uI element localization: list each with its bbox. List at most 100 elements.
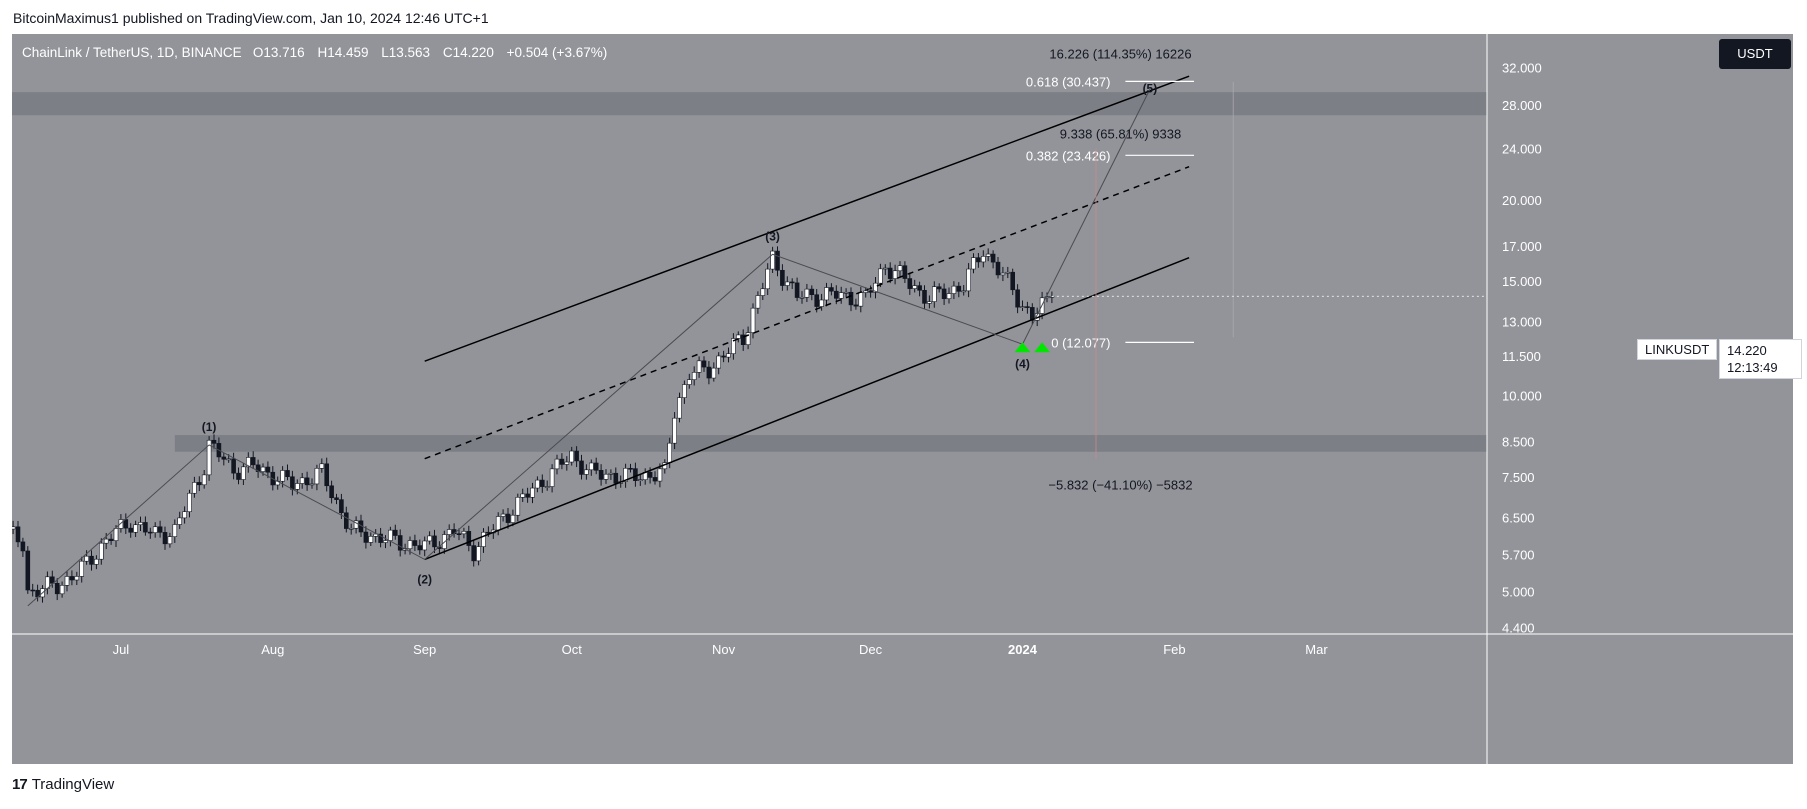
candle-body	[750, 307, 756, 333]
candle-body	[495, 516, 501, 531]
candle-body	[1000, 272, 1006, 276]
tradingview-logo[interactable]: 17 TradingView	[12, 776, 114, 793]
candle-body	[833, 290, 839, 299]
candle-body	[902, 265, 908, 279]
price-tick-label: 8.500	[1502, 435, 1535, 450]
candle-body	[49, 576, 55, 584]
candle-body	[15, 526, 21, 543]
candle-body	[535, 479, 540, 489]
close-label: C	[442, 45, 453, 60]
candle-body	[1020, 306, 1025, 308]
candle-body	[177, 517, 182, 525]
price-tick-label: 13.000	[1502, 315, 1542, 330]
open-value: 13.716	[263, 45, 305, 60]
candle-body	[990, 253, 996, 263]
candle-body	[907, 278, 913, 289]
candle-body	[152, 526, 158, 533]
candle-body	[148, 531, 153, 534]
candle-body	[59, 585, 65, 595]
candle-body	[133, 524, 138, 533]
price-tick-label: 17.000	[1502, 239, 1542, 254]
candle-body	[1025, 306, 1030, 308]
fib-level-label: 0.382 (23.426)	[1026, 148, 1111, 163]
candle-body	[118, 519, 124, 529]
price-tick-label: 7.500	[1502, 470, 1535, 485]
candle-body	[726, 353, 731, 358]
candle-body	[334, 497, 339, 500]
candle-body	[368, 536, 374, 543]
fib-level-label: 0.618 (30.437)	[1026, 74, 1111, 89]
candle-body	[868, 290, 873, 293]
time-tick-label: Mar	[1305, 642, 1328, 657]
candle-body	[887, 267, 893, 279]
candle-body	[167, 536, 173, 545]
candle-body	[824, 287, 829, 301]
candle-body	[143, 522, 148, 533]
candle-body	[961, 290, 967, 293]
candle-body	[809, 288, 815, 296]
price-tick-label: 24.000	[1502, 141, 1542, 156]
candle-body	[569, 450, 575, 463]
time-tick-label: Aug	[261, 642, 284, 657]
candle-body	[79, 560, 84, 577]
candle-body	[980, 256, 986, 263]
candle-body	[324, 463, 330, 487]
candle-body	[388, 529, 393, 541]
candle-body	[976, 257, 981, 263]
candle-body	[530, 487, 535, 498]
change-value: +0.504 (+3.67%)	[506, 45, 608, 60]
price-tick-label: 5.000	[1502, 584, 1535, 599]
candle-body	[711, 367, 717, 379]
wave-label: (3)	[765, 229, 780, 243]
candle-body	[985, 253, 991, 257]
candle-body	[392, 529, 398, 536]
candle-body	[770, 250, 775, 270]
symbol-info-bar: ChainLink / TetherUS, 1D, BINANCE O13.71…	[22, 45, 607, 60]
price-tick-label: 32.000	[1502, 60, 1542, 75]
candle-body	[54, 582, 60, 595]
wave-label: (5)	[1143, 81, 1158, 95]
candle-body	[858, 292, 864, 307]
candle-body	[966, 268, 971, 292]
candle-body	[917, 285, 922, 291]
resistance-zone	[12, 92, 1487, 116]
candle-body	[206, 439, 212, 476]
wave-label: (1)	[202, 420, 217, 434]
candle-body	[603, 473, 609, 480]
candle-body	[716, 355, 722, 369]
candle-body	[740, 334, 746, 345]
candle-body	[539, 479, 545, 487]
channel-lower-line	[424, 257, 1190, 561]
candle-body	[848, 291, 854, 306]
candle-body	[1005, 271, 1011, 274]
candle-body	[201, 474, 207, 486]
candle-body	[549, 468, 555, 487]
candle-body	[162, 532, 168, 545]
candle-body	[343, 512, 349, 529]
candle-body	[446, 529, 452, 535]
currency-button[interactable]: USDT	[1719, 39, 1791, 69]
candle-body	[348, 527, 354, 530]
candle-body	[657, 468, 663, 482]
candle-body	[1044, 296, 1050, 299]
candle-body	[892, 270, 898, 279]
open-label: O	[252, 45, 264, 60]
candle-body	[912, 285, 918, 289]
candle-body	[481, 531, 486, 547]
candle-body	[922, 289, 927, 304]
symbol-name: ChainLink / TetherUS, 1D, BINANCE	[22, 45, 242, 60]
last-price-tag: 14.220 12:13:49	[1719, 339, 1802, 379]
price-chart[interactable]: 32.000 28.000 24.000 20.000 17.000 15.000 13.0…	[12, 34, 1793, 764]
candle-body	[1010, 271, 1016, 291]
candle-body	[397, 535, 403, 551]
candle-body	[378, 533, 383, 543]
candle-body	[294, 483, 300, 490]
chart-area[interactable]: 32.000 28.000 24.000 20.000 17.000 15.000 13.0…	[12, 34, 1802, 764]
candle-body	[505, 513, 511, 523]
candle-body	[525, 493, 530, 498]
candle-body	[319, 463, 325, 469]
candle-body	[103, 538, 109, 544]
candle-body	[363, 531, 369, 543]
candle-body	[99, 542, 104, 560]
candle-body	[1015, 289, 1020, 308]
